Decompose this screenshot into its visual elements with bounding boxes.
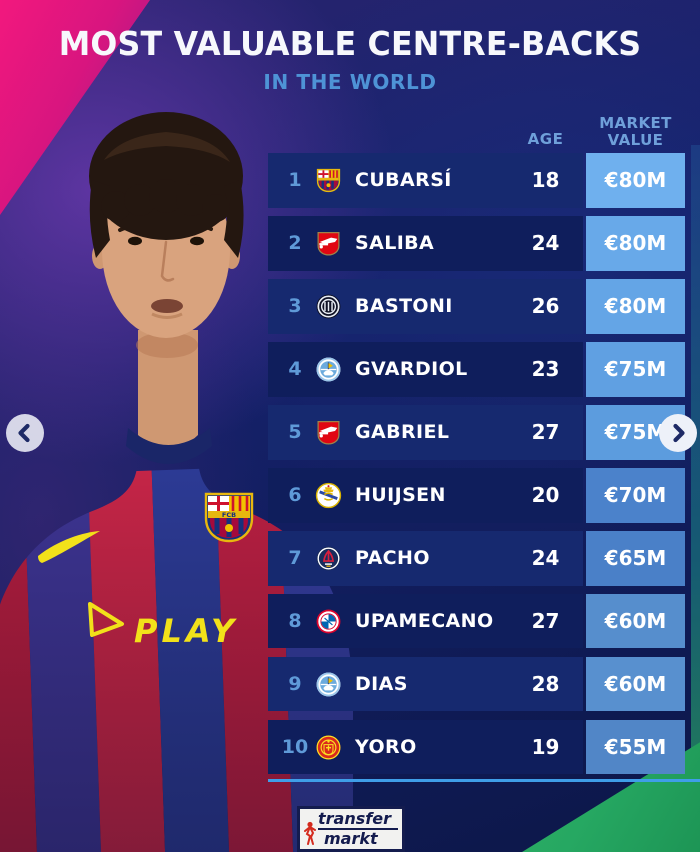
bayern-munich-badge-icon — [314, 607, 342, 635]
table-row: 6 HUIJSEN 20 €70M — [268, 467, 685, 523]
page-title: MOST VALUABLE CENTRE-BACKS — [58, 24, 642, 63]
nike-swoosh-icon — [38, 531, 100, 563]
player-age: 28 — [531, 672, 560, 697]
player-name: GVARDIOL — [355, 358, 468, 381]
fcb-crest-icon: FCB — [204, 492, 254, 543]
player-name: UPAMECANO — [355, 610, 494, 633]
page-subtitle: IN THE WORLD — [263, 70, 437, 94]
table-row: 2 SALIBA 24 €80M — [268, 215, 685, 271]
play-triangle-icon — [88, 602, 124, 637]
shirt-sponsor-text: PLAY — [134, 612, 238, 650]
table-row: 1 CUBARSÍ 18 €80M — [268, 153, 685, 208]
player-hair — [89, 112, 244, 258]
market-value-cell: €80M — [586, 215, 685, 271]
player-age: 24 — [531, 546, 560, 571]
logo-player-icon — [304, 821, 316, 845]
logo-text-transfer: transfer — [318, 810, 398, 830]
shirt-collar — [126, 428, 212, 464]
teal-edge-decoration — [691, 145, 700, 785]
rank-number: 7 — [288, 547, 302, 570]
player-name: CUBARSÍ — [355, 169, 452, 192]
carousel-prev-button[interactable] — [6, 414, 44, 452]
market-value-cell: €75M — [586, 404, 685, 460]
table-row: 8 UPAMECANO 27 €60M — [268, 593, 685, 649]
player-name: GABRIEL — [355, 421, 450, 444]
barcelona-badge-icon — [314, 166, 342, 194]
table-row: 7 PACHO 24 €65M — [268, 530, 685, 586]
logo-text-markt: markt — [324, 828, 378, 848]
rank-number: 9 — [288, 673, 302, 696]
player-name: PACHO — [355, 547, 430, 570]
carousel-next-button[interactable] — [659, 414, 697, 452]
rank-number: 8 — [288, 610, 302, 633]
chevron-right-icon — [673, 423, 685, 443]
rank-number: 2 — [288, 232, 302, 255]
manchester-united-badge-icon — [314, 733, 342, 761]
market-value-cell: €60M — [586, 593, 685, 649]
header: MOST VALUABLE CENTRE-BACKS IN THE WORLD — [0, 24, 700, 94]
market-value-cell: €80M — [586, 153, 685, 208]
table-row: 3 BASTONI 26 €80M — [268, 278, 685, 334]
player-age: 27 — [531, 420, 560, 445]
player-age: 26 — [531, 294, 560, 319]
market-value-cell: €80M — [586, 278, 685, 334]
rank-number: 6 — [288, 484, 302, 507]
ranking-table: AGE MARKET VALUE 1 CUBARSÍ 18 €80M 2 SAL… — [268, 108, 685, 783]
table-row: 5 GABRIEL 27 €75M — [268, 404, 685, 460]
player-name: DIAS — [355, 673, 408, 696]
market-value-cell: €55M — [586, 719, 685, 775]
market-value-cell: €65M — [586, 530, 685, 586]
market-value-cell: €60M — [586, 656, 685, 712]
table-row: 9 DIAS 28 €60M — [268, 656, 685, 712]
svg-text:FCB: FCB — [222, 511, 236, 519]
inter-milan-badge-icon — [314, 292, 342, 320]
player-name: YORO — [355, 736, 417, 759]
market-value-cell: €70M — [586, 467, 685, 523]
table-rows: 1 CUBARSÍ 18 €80M 2 SALIBA 24 €80M 3 BAS… — [268, 153, 685, 775]
player-age: 20 — [531, 483, 560, 508]
real-madrid-badge-icon — [314, 481, 342, 509]
rank-number: 10 — [281, 736, 309, 759]
arsenal-badge-icon — [314, 418, 342, 446]
rank-number: 4 — [288, 358, 302, 381]
arsenal-badge-icon — [314, 229, 342, 257]
player-age: 23 — [531, 357, 560, 382]
table-header: AGE MARKET VALUE — [268, 108, 685, 153]
chevron-left-icon — [18, 423, 30, 443]
market-value-cell: €75M — [586, 341, 685, 397]
age-column-header: AGE — [527, 130, 564, 148]
manchester-city-badge-icon — [314, 670, 342, 698]
transfermarkt-logo: transfer markt — [297, 806, 405, 852]
player-name: HUIJSEN — [355, 484, 446, 507]
player-name: SALIBA — [355, 232, 435, 255]
rank-number: 1 — [288, 169, 302, 192]
player-age: 24 — [531, 231, 560, 256]
player-age: 27 — [531, 609, 560, 634]
table-row: 4 GVARDIOL 23 €75M — [268, 341, 685, 397]
table-row: 10 YORO 19 €55M — [268, 719, 685, 775]
rank-number: 5 — [288, 421, 302, 444]
shirt-sponsor: PLAY — [88, 602, 238, 650]
psg-badge-icon — [314, 544, 342, 572]
player-age: 18 — [531, 168, 560, 193]
market-value-column-header: MARKET VALUE — [599, 113, 672, 150]
bottom-divider-line — [268, 779, 700, 782]
player-name: BASTONI — [355, 295, 453, 318]
player-age: 19 — [531, 735, 560, 760]
manchester-city-badge-icon — [314, 355, 342, 383]
rank-number: 3 — [288, 295, 302, 318]
